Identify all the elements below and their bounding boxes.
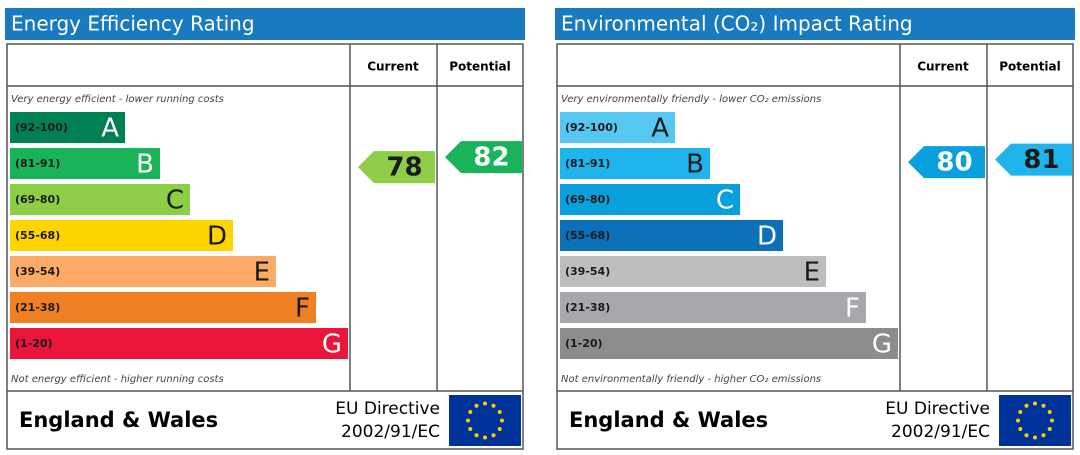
eu-star	[466, 418, 470, 423]
band-bar	[10, 148, 160, 179]
bottom-note: Not energy efficient - higher running co…	[11, 374, 224, 385]
frame	[6, 43, 524, 450]
eu-star	[1033, 435, 1037, 440]
eu-star	[468, 427, 473, 431]
region: England & Wales	[569, 408, 768, 432]
band-range: (55-68)	[565, 229, 610, 242]
eu-star	[491, 433, 496, 438]
frame	[556, 43, 1074, 450]
eu-star	[1018, 410, 1023, 414]
eu-star	[1018, 427, 1023, 431]
band-bar	[560, 220, 783, 251]
band-letter: F	[295, 294, 310, 324]
eu-star	[483, 401, 487, 406]
current-arrow	[908, 146, 985, 179]
directive: EU Directive	[335, 399, 440, 419]
band-bar	[560, 112, 675, 143]
eu-star	[1047, 427, 1052, 431]
band-letter: B	[136, 150, 154, 180]
band-range: (55-68)	[15, 229, 60, 242]
directive: EU Directive	[885, 399, 990, 419]
rating-panel: Environmental (CO₂) Impact Rating Current…	[555, 8, 1075, 450]
current-arrow	[358, 151, 435, 184]
potential-header: Potential	[449, 60, 511, 74]
band-bar	[10, 328, 348, 359]
eu-star	[1041, 403, 1046, 408]
band-range: (81-91)	[565, 157, 610, 170]
eu-star	[497, 427, 502, 431]
current-rating: 78	[386, 153, 422, 183]
band-bar	[560, 328, 898, 359]
panel-title: Environmental (CO₂) Impact Rating	[561, 12, 913, 36]
band-range: (1-20)	[15, 337, 53, 350]
rating-panel: Energy Efficiency Rating Current Potential…	[5, 8, 525, 450]
band-range: (81-91)	[15, 157, 60, 170]
band-letter: E	[804, 258, 820, 288]
band-range: (92-100)	[15, 121, 68, 134]
title-bar	[555, 8, 1075, 40]
band-letter: C	[716, 186, 734, 216]
band-letter: C	[166, 186, 184, 216]
band-letter: B	[686, 150, 704, 180]
eu-star	[1024, 403, 1029, 408]
bottom-note: Not environmentally friendly - higher CO…	[561, 374, 821, 385]
title-bar	[5, 8, 525, 40]
band-letter: D	[207, 222, 227, 252]
eu-star	[497, 410, 502, 414]
potential-header: Potential	[999, 60, 1061, 74]
eu-star	[1024, 433, 1029, 438]
top-note: Very energy efficient - lower running co…	[11, 94, 224, 105]
band-range: (21-38)	[15, 301, 60, 314]
band-letter: F	[845, 294, 860, 324]
band-letter: D	[757, 222, 777, 252]
eu-star	[1050, 418, 1054, 423]
band-letter: A	[101, 114, 119, 144]
band-bar	[10, 292, 316, 323]
eu-star	[491, 403, 496, 408]
directive-code: 2002/91/EC	[891, 422, 990, 442]
top-note: Very environmentally friendly - lower CO…	[561, 94, 821, 105]
current-header: Current	[367, 60, 419, 74]
eu-star	[483, 435, 487, 440]
band-letter: G	[872, 330, 892, 360]
band-letter: E	[254, 258, 270, 288]
band-range: (39-54)	[565, 265, 610, 278]
band-bar	[10, 112, 125, 143]
band-bar	[10, 256, 276, 287]
band-letter: G	[322, 330, 342, 360]
band-range: (69-80)	[15, 193, 60, 206]
band-range: (92-100)	[565, 121, 618, 134]
panel-title: Energy Efficiency Rating	[11, 12, 255, 36]
eu-star	[468, 410, 473, 414]
eu-star	[474, 433, 479, 438]
region: England & Wales	[19, 408, 218, 432]
potential-rating: 81	[1023, 145, 1059, 175]
band-bar	[560, 256, 826, 287]
potential-arrow	[445, 141, 522, 174]
eu-star	[474, 403, 479, 408]
eu-star	[1016, 418, 1020, 423]
current-header: Current	[917, 60, 969, 74]
eu-star	[500, 418, 504, 423]
band-bar	[10, 184, 190, 215]
potential-rating: 82	[473, 143, 509, 173]
directive-code: 2002/91/EC	[341, 422, 440, 442]
band-letter: A	[651, 114, 669, 144]
band-bar	[560, 148, 710, 179]
band-range: (1-20)	[565, 337, 603, 350]
band-range: (69-80)	[565, 193, 610, 206]
band-bar	[10, 220, 233, 251]
eu-star	[1041, 433, 1046, 438]
eu-star	[1047, 410, 1052, 414]
band-range: (39-54)	[15, 265, 60, 278]
current-rating: 80	[936, 148, 972, 178]
band-bar	[560, 292, 866, 323]
band-bar	[560, 184, 740, 215]
eu-star	[1033, 401, 1037, 406]
band-range: (21-38)	[565, 301, 610, 314]
potential-arrow	[995, 143, 1072, 176]
